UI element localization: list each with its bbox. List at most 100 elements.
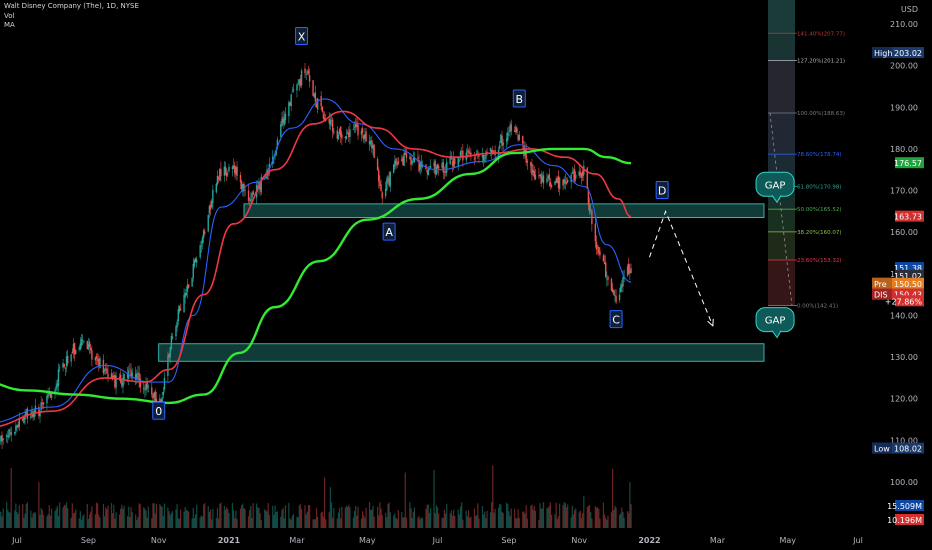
wave-label-box[interactable]	[512, 89, 526, 108]
volume-bar	[196, 504, 198, 528]
time-axis-tick-label[interactable]: 2021	[218, 536, 241, 545]
time-axis-tick-label[interactable]: Sep	[81, 536, 96, 545]
volume-bar	[266, 511, 268, 528]
gap-zone-rect[interactable]	[243, 203, 765, 219]
candle-body	[73, 342, 76, 355]
time-axis-tick-label[interactable]: Sep	[501, 536, 516, 545]
projection-path[interactable]	[649, 209, 714, 327]
time-axis-tick-label[interactable]: Mar	[289, 536, 305, 545]
candle-body	[114, 374, 116, 388]
price-axis-tick-label[interactable]: 100.00	[890, 478, 918, 487]
fibonacci-retracement[interactable]: 141.40%(207.77) 127.20%(201.21) 100.00%(18…	[768, 0, 845, 309]
time-axis-tick-label[interactable]: 2022	[638, 536, 660, 545]
volume-bar	[192, 507, 194, 528]
price-axis-tick-label[interactable]: 140.00	[890, 311, 918, 320]
volume-bar	[63, 504, 65, 528]
wave-label-box[interactable]	[655, 181, 669, 200]
volume-bar	[454, 515, 456, 528]
candle-body	[542, 175, 545, 184]
volume-bar	[355, 506, 357, 528]
candle-body	[457, 158, 459, 167]
candle-body	[531, 164, 533, 176]
wave-label-box[interactable]	[152, 401, 166, 420]
volume-bar	[341, 506, 343, 528]
volume-indicator-label[interactable]: Vol	[4, 11, 15, 20]
price-axis-tick-label[interactable]: 110.00	[890, 436, 918, 445]
time-axis-tick-label[interactable]: Jul	[11, 536, 22, 545]
time-axis-tick-label[interactable]: Mar	[710, 536, 726, 545]
gap-zone-rect[interactable]	[158, 343, 765, 362]
volume-bar	[564, 503, 566, 528]
price-axis-tick-label[interactable]: 210.00	[890, 20, 918, 29]
candle-body	[467, 150, 470, 153]
candle-body	[208, 205, 211, 214]
volume-bar	[362, 511, 364, 528]
volume-bar	[9, 512, 11, 528]
candle-body	[23, 417, 25, 424]
candle-body	[500, 134, 502, 144]
price-axis-tick-label[interactable]: 120.00	[890, 395, 918, 404]
volume-bar	[622, 511, 624, 528]
volume-bar	[372, 505, 374, 528]
candle-body	[57, 369, 60, 386]
candle-body	[508, 131, 510, 132]
volume-bar	[597, 507, 599, 528]
price-axis-tick-label[interactable]: 180.00	[890, 145, 918, 154]
time-axis-tick-label[interactable]: May	[359, 536, 376, 545]
price-axis-tick-label[interactable]: 160.00	[890, 228, 918, 237]
time-axis-tick-label[interactable]: Nov	[151, 536, 167, 545]
time-axis-tick-label[interactable]: May	[779, 536, 796, 545]
candle-body	[517, 134, 519, 141]
volume-bar	[103, 516, 106, 528]
wave-label-box[interactable]	[382, 222, 396, 241]
volume-bar	[323, 477, 326, 528]
candle-body	[94, 357, 97, 361]
volume-bar	[212, 508, 214, 528]
volume-bar	[282, 507, 284, 528]
volume-bar	[329, 487, 331, 528]
candle-body	[590, 208, 592, 210]
volume-bar	[235, 510, 237, 528]
symbol-title[interactable]: Walt Disney Company (The), 1D, NYSE	[4, 2, 139, 10]
gap-zones[interactable]	[158, 203, 765, 362]
candle-body	[134, 373, 137, 380]
time-axis-tick-label[interactable]: Nov	[571, 536, 587, 545]
volume-bar	[410, 508, 412, 528]
wave-label-box[interactable]	[295, 26, 309, 45]
candle-body	[586, 167, 588, 189]
volume-bar	[587, 505, 590, 528]
candle-body	[223, 166, 226, 176]
volume-bar	[603, 514, 606, 528]
volume-bar	[538, 519, 540, 528]
candle-body	[534, 174, 537, 180]
price-axis-tick-label[interactable]: 170.00	[890, 187, 918, 196]
price-axis-tick-label[interactable]: 200.00	[890, 62, 918, 71]
volume-bar	[379, 502, 381, 528]
volume-bar	[405, 517, 407, 528]
volume-bar	[478, 518, 480, 528]
wave-label: B	[516, 93, 524, 106]
price-axis-tick-label[interactable]: 130.00	[890, 353, 918, 362]
volume-bar	[370, 509, 372, 528]
price-axis[interactable]: USD100.00110.00120.00130.00140.00150.001…	[890, 5, 918, 487]
annotations[interactable]: 0 X A B C D GAP GAP	[152, 26, 795, 420]
volume-bar	[175, 509, 177, 528]
volume-bar	[113, 504, 115, 528]
moving-average-indicator-label[interactable]: MA	[4, 21, 15, 29]
wave-label-box[interactable]	[609, 310, 623, 329]
candle-body	[510, 123, 512, 132]
candle-body	[331, 119, 334, 132]
volume-bar	[328, 512, 330, 528]
volume-bar	[497, 507, 500, 528]
candle-body	[478, 154, 480, 157]
candle-body	[321, 106, 323, 112]
candle-body	[477, 151, 479, 153]
volume-bar	[473, 508, 475, 528]
time-axis-tick-label[interactable]: Jul	[432, 536, 443, 545]
time-axis[interactable]: Jul Sep Nov 2021 Mar May Jul Sep Nov 2022 Mar May Ju…	[11, 536, 863, 545]
candle-body	[481, 154, 484, 158]
volume-bar	[539, 503, 541, 528]
price-axis-tick-label[interactable]: 190.00	[890, 103, 918, 112]
time-axis-tick-label[interactable]: Jul	[852, 536, 863, 545]
